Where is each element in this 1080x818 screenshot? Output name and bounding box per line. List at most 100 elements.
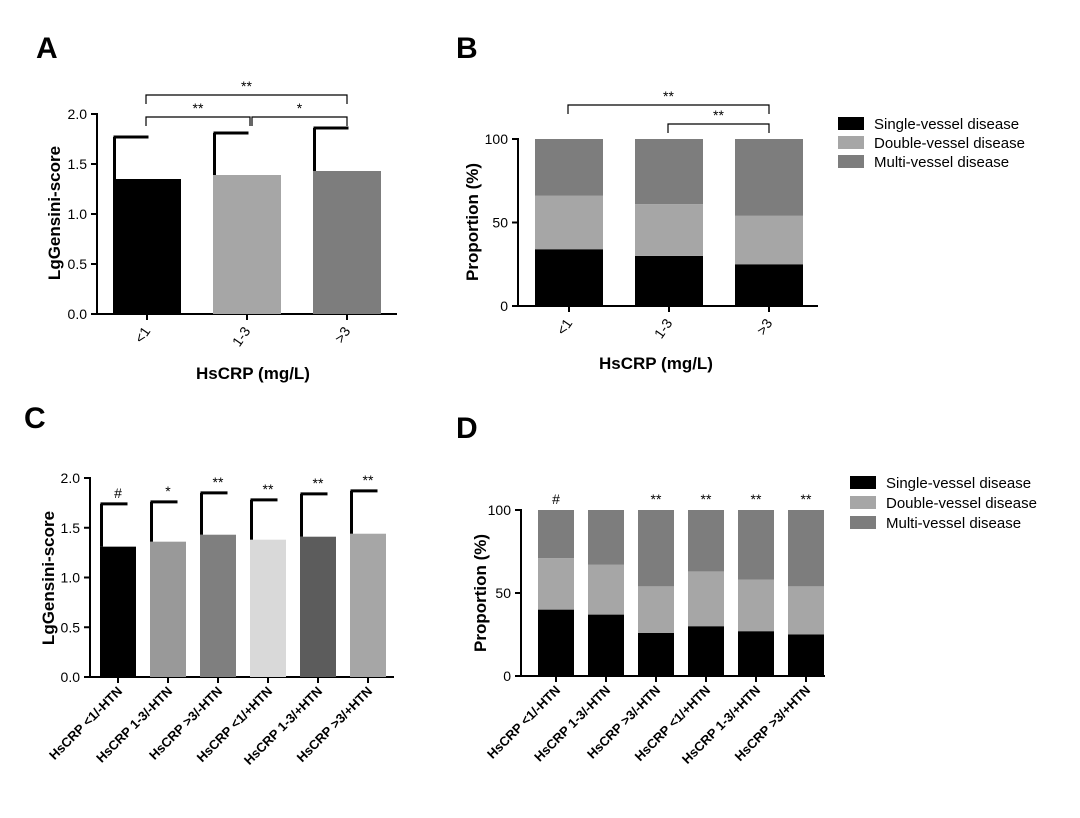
panel-d-marker: **	[701, 491, 712, 507]
panel-b-bar-segment	[735, 264, 803, 306]
panel-d-bar-segment	[638, 510, 674, 587]
panel-b-significance-label: **	[663, 88, 674, 104]
panel-d-bar-segment	[688, 510, 724, 572]
panel-d-bar-segment	[688, 626, 724, 676]
panel-a-x-axis-title: HsCRP (mg/L)	[196, 364, 310, 383]
panel-a-y-tick-label: 2.0	[68, 106, 88, 122]
panel-d-bar-segment	[638, 586, 674, 633]
panel-b-bar-segment	[735, 139, 803, 216]
panel-c-y-axis-title: LgGensini-score	[39, 511, 58, 645]
panel-d-bar-segment	[788, 634, 824, 676]
panel-c-y-tick-label: 2.0	[61, 470, 81, 486]
panel-b-x-tick-label: <1	[553, 315, 575, 337]
panel-c-bar	[350, 533, 386, 677]
panel-a-y-tick-label: 0.5	[68, 256, 88, 272]
panel-letter-a: A	[36, 32, 58, 65]
panel-d-legend-swatch	[850, 476, 876, 489]
panel-a-significance-label: **	[193, 100, 204, 116]
panel-d-bar-segment	[588, 564, 624, 615]
panel-b-y-tick-label: 0	[500, 298, 508, 314]
panel-d-marker: **	[651, 491, 662, 507]
panel-d-legend-label: Single-vessel disease	[886, 475, 1031, 492]
panel-b-legend-label: Multi-vessel disease	[874, 154, 1009, 171]
panel-a-x-tick-label: <1	[131, 323, 153, 345]
panel-a-bar	[113, 179, 181, 314]
panel-d-bar-segment	[738, 579, 774, 632]
panel-a-bar	[213, 175, 281, 314]
panel-d-y-tick-label: 0	[503, 668, 511, 684]
panel-a-significance-label: *	[297, 100, 303, 116]
panel-a-y-tick-label: 0.0	[68, 306, 88, 322]
panel-letter-b: B	[456, 32, 478, 65]
panel-b-x-tick-label: >3	[753, 315, 775, 337]
panel-c-bar	[250, 539, 286, 677]
panel-b-legend-label: Single-vessel disease	[874, 116, 1019, 133]
panel-d-y-tick-label: 100	[488, 502, 512, 518]
panel-a-x-tick-label: 1-3	[229, 323, 254, 349]
panel-a-significance-bracket	[251, 116, 348, 126]
panel-d-bar-segment	[538, 609, 574, 676]
panel-b-legend-swatch	[838, 117, 864, 130]
panel-a-significance-bracket	[145, 116, 251, 126]
panel-d-bar-segment	[788, 586, 824, 635]
panel-b-x-tick-label: 1-3	[651, 315, 676, 341]
panel-d-bar-segment	[688, 571, 724, 627]
panel-c-y-tick-label: 0.0	[61, 669, 81, 685]
panel-letter-c: C	[24, 402, 46, 435]
panel-b-legend-label: Double-vessel disease	[874, 135, 1025, 152]
panel-b-bar-segment	[535, 139, 603, 196]
panel-d-marker: #	[552, 491, 560, 507]
panel-b-bar-segment	[635, 139, 703, 205]
panel-d-legend-label: Multi-vessel disease	[886, 515, 1021, 532]
panel-b-significance-bracket	[567, 104, 770, 114]
panel-a-significance-bracket	[145, 94, 348, 104]
panel-c-marker: **	[363, 472, 374, 488]
panel-b-bar-segment	[735, 215, 803, 265]
panel-b-bar-segment	[635, 204, 703, 256]
panel-c-y-tick-label: 1.5	[61, 520, 81, 536]
panel-d-bar-segment	[788, 510, 824, 587]
panel-b-significance-label: **	[713, 107, 724, 123]
panel-c-marker: #	[114, 485, 122, 501]
panel-d-bar-segment	[538, 510, 574, 559]
panel-d-marker: **	[801, 491, 812, 507]
panel-d-bar-segment	[638, 632, 674, 676]
panel-a-y-tick-label: 1.5	[68, 156, 88, 172]
panel-c-bar	[200, 534, 236, 677]
panel-b-y-axis-title: Proportion (%)	[463, 163, 482, 281]
panel-b-y-tick-label: 50	[492, 215, 508, 231]
panel-c-bar	[100, 546, 136, 677]
panel-c-marker: *	[165, 483, 171, 499]
panel-a-significance-label: **	[241, 78, 252, 94]
panel-c-marker: **	[263, 481, 274, 497]
panel-d-bar-segment	[738, 631, 774, 676]
panel-d-legend-swatch	[850, 516, 876, 529]
panel-d-bar-segment	[738, 510, 774, 580]
panel-c-marker: **	[313, 475, 324, 491]
panel-c-bar	[300, 536, 336, 677]
panel-c-marker: **	[213, 474, 224, 490]
panel-b-y-tick-label: 100	[485, 131, 509, 147]
panel-b-legend-swatch	[838, 155, 864, 168]
panel-c-y-tick-label: 1.0	[61, 570, 81, 586]
panel-b-x-axis-title: HsCRP (mg/L)	[599, 354, 713, 373]
panel-d-marker: **	[751, 491, 762, 507]
panel-d-y-tick-label: 50	[495, 585, 511, 601]
panel-a-y-axis-title: LgGensini-score	[45, 146, 64, 280]
panel-letter-d: D	[456, 412, 478, 445]
panel-a-y-tick-label: 1.0	[68, 206, 88, 222]
panel-b-bar-segment	[535, 195, 603, 250]
panel-c-bar	[150, 541, 186, 677]
panel-d-bar-segment	[538, 558, 574, 610]
panel-b-bar-segment	[535, 249, 603, 306]
panel-d-legend-label: Double-vessel disease	[886, 495, 1037, 512]
panel-b-bar-segment	[635, 255, 703, 306]
panel-d-bar-segment	[588, 510, 624, 565]
panel-b-legend-swatch	[838, 136, 864, 149]
panel-a-bar	[313, 171, 381, 314]
panel-d-y-axis-title: Proportion (%)	[471, 534, 490, 652]
panel-a-x-tick-label: >3	[331, 323, 353, 345]
panel-c-y-tick-label: 0.5	[61, 619, 81, 635]
panel-b-significance-bracket	[667, 123, 770, 133]
